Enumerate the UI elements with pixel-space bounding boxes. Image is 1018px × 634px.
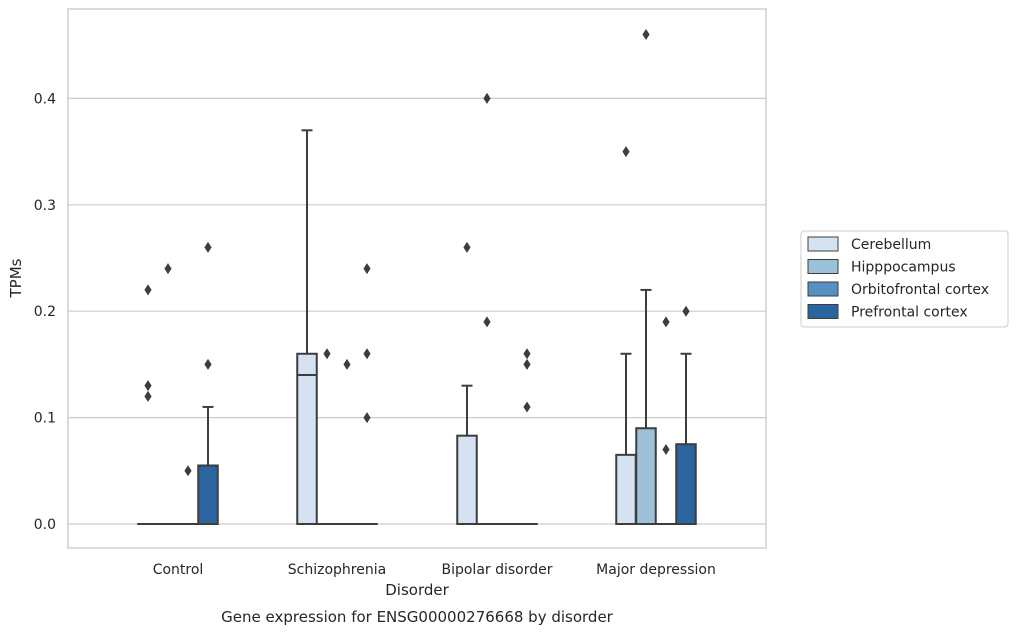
legend-swatch bbox=[807, 304, 839, 319]
outlier-point bbox=[184, 465, 192, 477]
box-series bbox=[137, 29, 697, 526]
outlier-point bbox=[204, 358, 212, 370]
outlier-point bbox=[144, 390, 152, 402]
legend-label: Cerebellum bbox=[851, 237, 931, 253]
y-axis-ticks: 0.0 0.1 0.2 0.3 0.4 bbox=[34, 91, 56, 533]
box-group bbox=[516, 348, 538, 526]
box bbox=[635, 427, 657, 525]
x-axis-ticks: Control Schizophrenia Bipolar disorder Majo… bbox=[153, 562, 716, 578]
box-group bbox=[296, 129, 318, 526]
outlier-point bbox=[323, 348, 331, 360]
outlier-point bbox=[523, 358, 531, 370]
outlier-point bbox=[343, 358, 351, 370]
outlier-point bbox=[483, 92, 491, 104]
x-axis-label: Disorder bbox=[385, 581, 449, 599]
x-tick-label: Schizophrenia bbox=[288, 562, 386, 578]
outlier-point bbox=[144, 284, 152, 296]
plot-frame bbox=[67, 8, 767, 549]
outlier-point bbox=[463, 241, 471, 253]
box-group bbox=[635, 29, 657, 525]
outlier-point bbox=[483, 316, 491, 328]
outlier-point bbox=[662, 444, 670, 456]
outlier-point bbox=[662, 316, 670, 328]
outlier-point bbox=[642, 29, 650, 41]
y-axis-label: TPMs bbox=[7, 258, 25, 298]
y-tick-label: 0.4 bbox=[34, 91, 56, 107]
legend-swatch bbox=[807, 236, 839, 252]
box-group bbox=[456, 241, 478, 525]
x-tick-label: Bipolar disorder bbox=[441, 562, 552, 578]
outlier-point bbox=[622, 146, 630, 158]
x-tick-label: Major depression bbox=[596, 562, 716, 578]
outlier-point bbox=[144, 380, 152, 392]
legend-label: Hipppocampus bbox=[851, 260, 956, 276]
x-tick-label: Control bbox=[153, 562, 204, 578]
outlier-point bbox=[682, 305, 690, 317]
outlier-point bbox=[363, 263, 371, 275]
outlier-point bbox=[204, 241, 212, 253]
box bbox=[197, 464, 219, 526]
box bbox=[296, 352, 318, 526]
legend-label: Orbitofrontal cortex bbox=[851, 282, 989, 298]
box-group bbox=[137, 284, 159, 526]
box bbox=[615, 453, 637, 525]
y-tick-label: 0.2 bbox=[34, 304, 56, 320]
legend-swatch bbox=[807, 281, 839, 297]
y-tick-label: 0.1 bbox=[34, 411, 56, 427]
box-group bbox=[356, 263, 378, 526]
box-group bbox=[197, 241, 219, 526]
outlier-point bbox=[523, 348, 531, 360]
box bbox=[456, 434, 478, 525]
legend-label: Prefrontal cortex bbox=[851, 305, 968, 321]
outlier-point bbox=[164, 263, 172, 275]
box bbox=[675, 443, 697, 526]
legend: Cerebellum Hipppocampus Orbitofrontal cort… bbox=[800, 230, 1009, 328]
plot-area bbox=[68, 9, 766, 548]
y-tick-label: 0.3 bbox=[34, 198, 56, 214]
outlier-point bbox=[363, 348, 371, 360]
chart-caption: Gene expression for ENSG00000276668 by d… bbox=[221, 608, 614, 626]
y-tick-label: 0.0 bbox=[34, 517, 56, 533]
box-group bbox=[655, 316, 677, 526]
outlier-point bbox=[363, 412, 371, 424]
legend-swatch bbox=[807, 259, 839, 274]
box-group bbox=[675, 305, 697, 526]
legend-frame bbox=[800, 230, 1009, 328]
box-group bbox=[476, 92, 498, 526]
outlier-point bbox=[523, 401, 531, 413]
